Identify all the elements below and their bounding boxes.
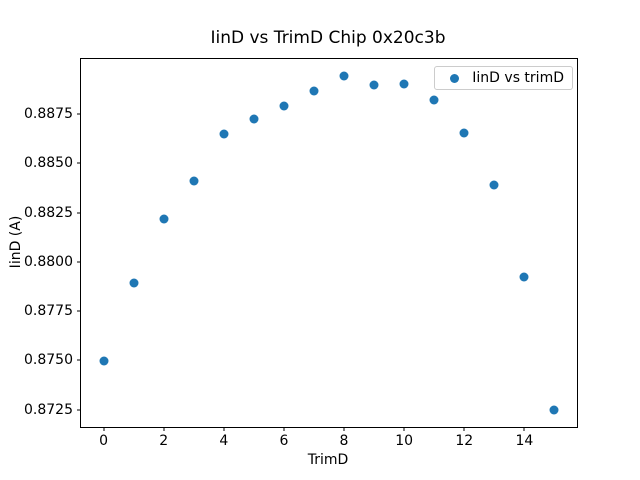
y-tick xyxy=(77,310,81,312)
y-tick-label: 0.8800 xyxy=(24,253,73,270)
scatter-point xyxy=(249,114,259,124)
x-tick xyxy=(223,427,225,431)
scatter-point xyxy=(549,405,559,415)
x-tick-label: 12 xyxy=(455,433,474,449)
scatter-point xyxy=(429,95,439,105)
scatter-point xyxy=(339,71,349,81)
x-axis-label: TrimD xyxy=(307,452,349,468)
scatter-point xyxy=(309,86,319,96)
x-tick-label: 0 xyxy=(99,433,108,449)
scatter-point xyxy=(129,278,139,288)
y-tick xyxy=(77,212,81,214)
x-tick-label: 8 xyxy=(339,433,349,449)
x-tick-label: 6 xyxy=(279,433,289,449)
scatter-point xyxy=(279,101,289,111)
y-tick xyxy=(77,113,81,115)
y-tick xyxy=(77,359,81,361)
x-tick-label: 14 xyxy=(515,433,534,449)
y-tick xyxy=(77,261,81,263)
y-tick-label: 0.8850 xyxy=(24,155,73,172)
x-tick xyxy=(463,427,465,431)
y-tick-label: 0.8875 xyxy=(24,106,73,123)
scatter-point xyxy=(489,180,499,190)
x-tick-label: 4 xyxy=(219,433,229,449)
y-tick xyxy=(77,162,81,164)
x-tick xyxy=(523,427,525,431)
x-tick-label: 2 xyxy=(159,433,169,449)
chart-title: IinD vs TrimD Chip 0x20c3b xyxy=(210,28,446,48)
scatter-point xyxy=(459,128,469,138)
y-tick-label: 0.8750 xyxy=(24,352,73,369)
x-tick xyxy=(403,427,405,431)
y-tick-label: 0.8725 xyxy=(24,401,73,418)
x-tick xyxy=(343,427,345,431)
plot-area: IinD vs trimD 0 2 4 6 8 10 12 14 0.8725 0.8750 0.8… xyxy=(24,58,578,448)
scatter-point xyxy=(159,214,169,224)
y-axis-label: IinD (A) xyxy=(8,215,24,269)
scatter-point xyxy=(99,356,109,366)
scatter-point xyxy=(399,79,409,89)
x-tick-label: 10 xyxy=(395,433,414,449)
scatter-point xyxy=(219,129,229,139)
y-tick-label: 0.8825 xyxy=(24,204,73,221)
x-tick xyxy=(103,427,105,431)
legend-label: IinD vs trimD xyxy=(472,70,564,86)
legend: IinD vs trimD xyxy=(434,66,573,90)
x-tick xyxy=(163,427,165,431)
scatter-point xyxy=(369,80,379,90)
y-tick xyxy=(77,409,81,411)
y-tick-label: 0.8775 xyxy=(24,303,73,320)
scatter-point xyxy=(519,272,529,282)
legend-marker-icon xyxy=(450,73,460,83)
scatter-point xyxy=(189,176,199,186)
x-tick xyxy=(283,427,285,431)
